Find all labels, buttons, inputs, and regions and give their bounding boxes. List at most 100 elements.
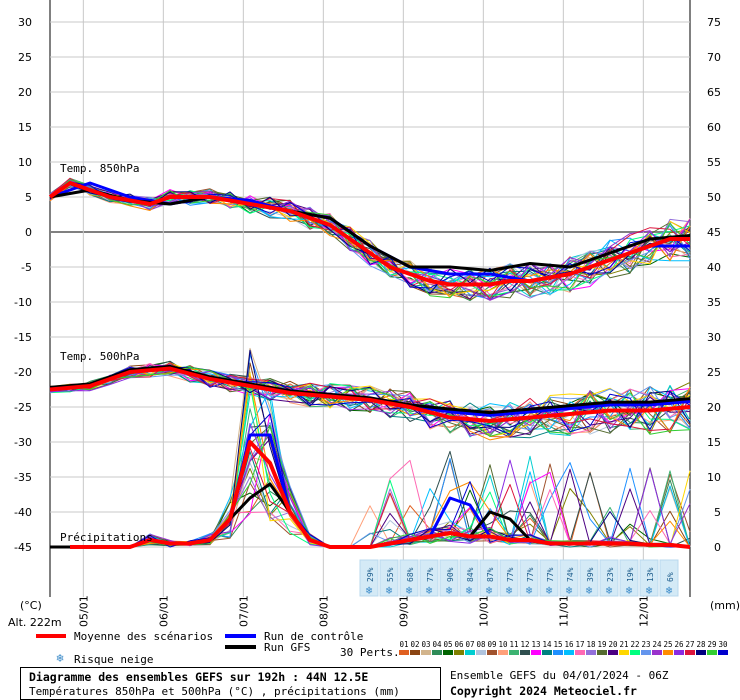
y-right-tick-label: 30 bbox=[707, 331, 721, 344]
snow-risk-pct: 74% bbox=[566, 567, 575, 582]
x-tick-label: 10/01 bbox=[477, 595, 490, 627]
snowflake-icon: ❄ bbox=[446, 584, 453, 597]
y-left-tick-label: 20 bbox=[18, 86, 32, 99]
snowflake-icon: ❄ bbox=[386, 584, 393, 597]
snow-risk-pct: 29% bbox=[366, 567, 375, 582]
right-unit-label: (mm) bbox=[710, 599, 740, 612]
y-right-tick-label: 70 bbox=[707, 51, 721, 64]
legend-pert-swatch bbox=[718, 650, 728, 655]
mean-t850 bbox=[48, 181, 690, 287]
footer-title: Diagramme des ensembles GEFS sur 192h : … bbox=[29, 670, 369, 684]
legend-pert-number: 16 bbox=[564, 640, 574, 649]
precip-label: Précipitations bbox=[60, 531, 153, 544]
snow-risk-pct: 77% bbox=[426, 567, 435, 582]
mean-t500 bbox=[49, 366, 691, 423]
snow-risk-pct: 6% bbox=[666, 572, 675, 582]
footer-subtitle: Températures 850hPa et 500hPa (°C) , pré… bbox=[29, 685, 400, 698]
legend-pert-number: 13 bbox=[531, 640, 540, 649]
y-left-tick-label: 25 bbox=[18, 51, 32, 64]
snow-risk-box bbox=[559, 559, 579, 597]
snowflake-icon: ❄ bbox=[606, 584, 613, 597]
snow-risk-pct: 19% bbox=[626, 567, 635, 582]
snow-risk-box bbox=[419, 559, 439, 597]
y-right-tick-label: 10 bbox=[707, 471, 721, 484]
y-left-tick-label: -35 bbox=[14, 471, 32, 484]
ensemble-info: Ensemble GEFS du 04/01/2024 - 06Z bbox=[450, 669, 669, 682]
legend-pert-swatch bbox=[520, 650, 530, 655]
snow-risk-pct: 87% bbox=[486, 567, 495, 582]
legend-pert-swatch bbox=[509, 650, 519, 655]
legend-pert-number: 21 bbox=[619, 640, 628, 649]
snow-risk-pct: 77% bbox=[526, 567, 535, 582]
mean-precip bbox=[70, 440, 691, 549]
y-right-tick-label: 0 bbox=[714, 541, 721, 554]
legend-pert-swatch bbox=[443, 650, 453, 655]
y-right-tick-label: 40 bbox=[707, 261, 721, 274]
snow-risk-box bbox=[519, 559, 539, 597]
legend-pert-swatch bbox=[476, 650, 486, 655]
member-t850-line bbox=[49, 179, 691, 301]
y-left-tick-label: -15 bbox=[14, 331, 32, 344]
snow-risk-box bbox=[379, 559, 399, 597]
snowflake-icon: ❄ bbox=[526, 584, 533, 597]
legend-pert-swatch bbox=[410, 650, 420, 655]
y-right-tick-label: 60 bbox=[707, 121, 721, 134]
legend-pert-swatch bbox=[542, 650, 552, 655]
snow-risk-row: 29% ❄ 55% ❄ 68% ❄ 77% ❄ 90% ❄ 84% ❄ 87% ❄ 77% ❄ 77% ❄ 77% ❄… bbox=[359, 559, 679, 597]
y-right-tick-label: 20 bbox=[707, 401, 721, 414]
snowflake-icon: ❄ bbox=[546, 584, 553, 597]
y-left-tick-label: 15 bbox=[18, 121, 32, 134]
legend-pert-swatch bbox=[630, 650, 640, 655]
snowflake-icon: ❄ bbox=[486, 584, 493, 597]
legend-pert-number: 12 bbox=[520, 640, 529, 649]
y-left-tick-label: -45 bbox=[14, 541, 32, 554]
legend-pert-swatch bbox=[432, 650, 442, 655]
snow-risk-pct: 90% bbox=[446, 567, 455, 582]
legend-pert-number: 02 bbox=[410, 640, 419, 649]
mean-lines bbox=[48, 181, 691, 549]
legend-pert-number: 28 bbox=[696, 640, 706, 649]
snowflake-icon: ❄ bbox=[56, 651, 63, 665]
legend-pert-swatch bbox=[465, 650, 475, 655]
footer-title-box: Diagramme des ensembles GEFS sur 192h : … bbox=[20, 667, 441, 700]
snow-risk-box bbox=[539, 559, 559, 597]
snowflake-icon: ❄ bbox=[506, 584, 513, 597]
x-tick-label: 05/01 bbox=[77, 595, 90, 627]
legend-perts-label: 30 Perts. bbox=[340, 646, 400, 659]
y-right-tick-label: 65 bbox=[707, 86, 721, 99]
left-unit-label: (°C) bbox=[20, 599, 42, 612]
y-left-tick-label: 5 bbox=[25, 191, 32, 204]
snow-risk-box bbox=[459, 559, 479, 597]
member-t500-line bbox=[49, 361, 691, 426]
legend-pert-number: 08 bbox=[476, 640, 486, 649]
snow-risk-box bbox=[499, 559, 519, 597]
legend-pert-swatch bbox=[531, 650, 541, 655]
t850-label: Temp. 850hPa bbox=[60, 162, 139, 175]
snow-risk-pct: 77% bbox=[506, 567, 515, 582]
snow-risk-pct: 77% bbox=[546, 567, 555, 582]
t500-label: Temp. 500hPa bbox=[60, 350, 139, 363]
y-right-tick-label: 50 bbox=[707, 191, 721, 204]
legend-mean-label: Moyenne des scénarios bbox=[74, 630, 213, 643]
legend-pert-number: 01 bbox=[399, 640, 408, 649]
legend-pert-swatch bbox=[608, 650, 618, 655]
snow-risk-box bbox=[619, 559, 639, 597]
legend-pert-number: 29 bbox=[707, 640, 716, 649]
y-left-tick-label: -10 bbox=[14, 296, 32, 309]
legend-pert-swatch bbox=[674, 650, 684, 655]
legend-pert-number: 24 bbox=[652, 640, 662, 649]
legend-pert-number: 19 bbox=[597, 640, 606, 649]
legend-pert-number: 04 bbox=[432, 640, 442, 649]
x-tick-label: 09/01 bbox=[397, 595, 410, 627]
legend-snow-label: Risque neige bbox=[74, 653, 153, 666]
x-tick-label: 07/01 bbox=[237, 595, 250, 627]
legend-pert-swatch bbox=[564, 650, 574, 655]
y-left-tick-label: 0 bbox=[25, 226, 32, 239]
x-tick-label: 11/01 bbox=[557, 595, 570, 627]
snow-risk-box bbox=[579, 559, 599, 597]
legend-pert-number: 26 bbox=[674, 640, 684, 649]
y-right-tick-label: 45 bbox=[707, 226, 721, 239]
x-tick-label: 12/01 bbox=[637, 595, 650, 627]
